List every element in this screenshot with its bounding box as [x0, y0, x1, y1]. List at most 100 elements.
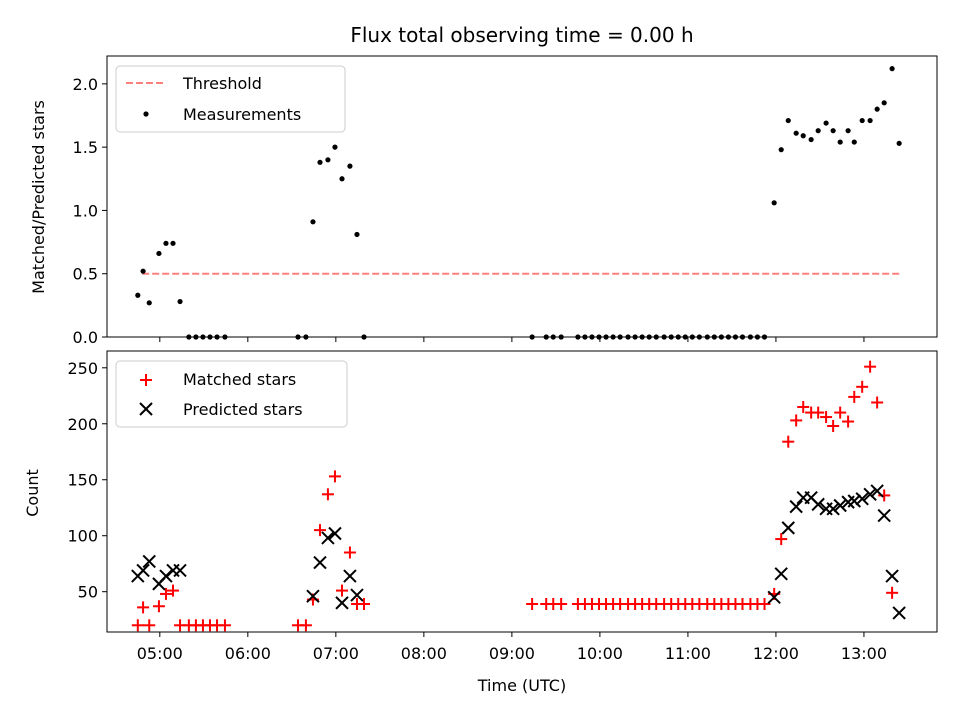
x-tick-label: 11:00	[665, 644, 711, 663]
matched-star-point	[299, 619, 312, 632]
predicted-star-point	[173, 563, 187, 578]
measurement-point	[347, 163, 353, 169]
measurement-point	[156, 250, 162, 257]
measurements-legend-label: Measurements	[183, 105, 301, 124]
bottom-plot-frame	[106, 350, 938, 633]
predicted-star-point	[892, 606, 906, 620]
predicted-star-point	[313, 555, 327, 570]
top-plot-frame	[106, 55, 938, 338]
x-tick-label: 10:00	[577, 644, 623, 663]
measurement-point	[800, 133, 806, 139]
measurement-point	[874, 106, 880, 112]
predicted-star-point	[789, 499, 803, 514]
measurement-point	[317, 159, 323, 165]
matched-star-point	[167, 584, 180, 597]
measurement-point	[332, 144, 338, 150]
matched-star-point	[321, 488, 334, 501]
bottom-y-tick-label: 150	[67, 471, 98, 490]
bottom-legend: Matched stars Predicted stars	[115, 360, 348, 428]
matched-star-point	[555, 598, 568, 611]
matched-star-point	[782, 435, 795, 448]
top-y-tick-label: 0.0	[73, 328, 98, 347]
measurements-legend-marker	[143, 111, 149, 117]
matched-star-point	[871, 396, 884, 409]
predicted-star-point	[781, 521, 795, 535]
measurement-point	[867, 117, 873, 124]
matched-star-point	[131, 619, 144, 632]
measurement-point	[170, 240, 176, 246]
measurement-point	[808, 136, 814, 143]
matched-star-point	[314, 524, 327, 537]
predicted-star-point	[306, 589, 320, 603]
predicted-star-point	[136, 563, 150, 578]
measurement-point	[177, 298, 183, 305]
measurement-point	[325, 157, 331, 163]
matched-star-point	[820, 411, 833, 424]
matched-star-point	[886, 586, 899, 599]
top-panel: Flux total observing time = 0.00 h Match…	[29, 23, 938, 347]
matched-star-point	[790, 414, 803, 427]
matched-star-point	[143, 619, 156, 632]
bottom-panel: Count Time (UTC) 50 100 150 200 250 05:00 06:0…	[23, 350, 938, 695]
top-y-tick-label: 2.0	[73, 75, 98, 94]
bottom-y-tick-label: 200	[67, 415, 98, 434]
predicted-star-point	[826, 502, 840, 516]
predicted-star-point	[335, 596, 349, 610]
predicted-star-point	[885, 569, 899, 583]
predicted-star-point	[350, 588, 364, 602]
predicted-star-point	[811, 497, 825, 512]
matched-star-point	[775, 533, 788, 546]
matched-star-point	[358, 598, 371, 611]
predicted-star-point	[855, 492, 869, 506]
measurement-point	[837, 139, 843, 145]
top-y-tick-label: 0.5	[73, 265, 98, 284]
measurement-point	[845, 128, 851, 134]
matched-star-point	[526, 598, 539, 611]
predicted-legend-label: Predicted stars	[183, 400, 303, 419]
matched-star-point	[797, 400, 810, 413]
top-legend: Threshold Measurements	[115, 65, 346, 133]
measurement-point	[771, 200, 777, 206]
matched-star-point	[159, 587, 172, 600]
matched-star-point	[834, 406, 847, 419]
bottom-y-tick-label: 250	[67, 359, 98, 378]
bottom-y-axis-label: Count	[23, 469, 42, 517]
matched-star-point	[864, 360, 877, 373]
predicted-star-point	[328, 526, 342, 541]
predicted-star-point	[870, 484, 884, 498]
matched-legend-label: Matched stars	[183, 370, 296, 389]
x-tick-label: 05:00	[137, 644, 183, 663]
bottom-plot-area: 50 100 150 200 250 05:00 06:00 07:00 08:00 09:00 1…	[67, 359, 906, 663]
threshold-legend-label: Threshold	[182, 74, 262, 93]
matched-star-point	[827, 420, 840, 433]
matched-star-point	[328, 470, 341, 483]
predicted-star-point	[159, 569, 173, 583]
matched-star-point	[137, 601, 150, 614]
measurement-point	[354, 231, 360, 238]
matched-star-point	[218, 619, 231, 632]
x-tick-label: 12:00	[753, 644, 799, 663]
measurement-point	[339, 176, 345, 182]
matched-star-point	[152, 600, 165, 613]
top-y-axis-label: Matched/Predicted stars	[29, 100, 48, 294]
x-tick-label: 08:00	[401, 644, 447, 663]
predicted-star-point	[142, 554, 156, 569]
x-tick-label: 06:00	[225, 644, 271, 663]
measurement-point	[310, 219, 316, 225]
matched-star-point	[336, 584, 349, 597]
measurement-point	[146, 300, 152, 306]
measurement-point	[815, 128, 821, 134]
measurement-point	[830, 128, 836, 134]
predicted-star-point	[877, 508, 891, 523]
matched-star-point	[758, 598, 771, 611]
measurement-point	[859, 117, 865, 124]
measurement-point	[881, 100, 887, 106]
predicted-star-point	[863, 487, 877, 502]
bottom-legend-box	[115, 360, 348, 428]
x-tick-label: 07:00	[313, 644, 359, 663]
matched-star-point	[878, 489, 891, 502]
measurement-point	[785, 117, 791, 124]
matched-star-point	[343, 546, 356, 559]
measurement-point	[163, 240, 169, 246]
